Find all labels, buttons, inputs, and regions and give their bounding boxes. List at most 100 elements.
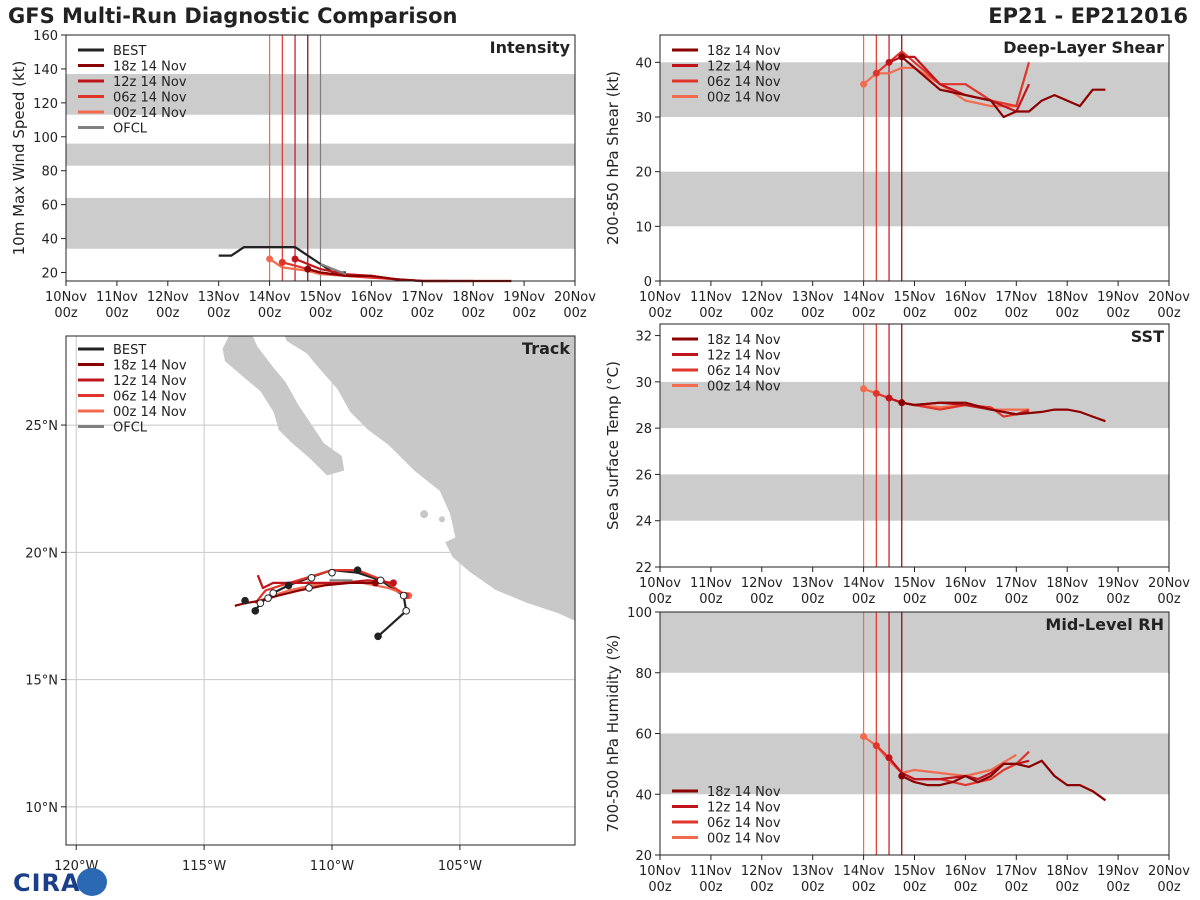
- rh-ytick-label: 40: [635, 788, 652, 803]
- shear-xtick-day: 12Nov: [741, 290, 783, 305]
- rh-xtick-day: 17Nov: [995, 864, 1037, 879]
- rh-ylabel: 700-500 hPa Humidity (%): [604, 634, 622, 832]
- cira-logo: CIRA: [5, 866, 109, 898]
- intensity-ytick-label: 40: [41, 233, 58, 248]
- shear-init-point-00z: [860, 80, 868, 88]
- track-best-point: [256, 599, 265, 608]
- sst-xtick-hour: 00z: [750, 592, 774, 607]
- sst-xtick-hour: 00z: [1106, 592, 1130, 607]
- sst-xtick-day: 20Nov: [1148, 576, 1190, 591]
- shear-xtick-day: 19Nov: [1097, 290, 1139, 305]
- rh-xtick-hour: 00z: [801, 880, 825, 895]
- sst-xtick-day: 15Nov: [894, 576, 936, 591]
- intensity-ytick-label: 100: [33, 131, 58, 146]
- intensity-xtick-day: 19Nov: [503, 290, 545, 305]
- rh-legend-label: 06z 14 Nov: [707, 816, 781, 831]
- intensity-ytick-label: 80: [41, 165, 58, 180]
- intensity-ytick-label: 20: [41, 267, 58, 282]
- rh-xtick-hour: 00z: [750, 880, 774, 895]
- sst-init-point-18z: [898, 399, 906, 407]
- intensity-legend-label: 06z 14 Nov: [113, 91, 187, 106]
- intensity-title: Intensity: [490, 38, 571, 57]
- track-ytick-label: 25°N: [25, 419, 58, 434]
- sst-plot-bg: [660, 324, 1169, 567]
- intensity-xtick-day: 20Nov: [554, 290, 596, 305]
- intensity-init-point-00z: [266, 255, 274, 263]
- sst-ylabel: Sea Surface Temp (°C): [604, 361, 622, 530]
- rh-xtick-day: 20Nov: [1148, 864, 1190, 879]
- sst-xtick-day: 12Nov: [741, 576, 783, 591]
- intensity-xtick-day: 13Nov: [198, 290, 240, 305]
- sst-xtick-hour: 00z: [1056, 592, 1080, 607]
- storm-id: EP21 - EP212016: [988, 4, 1188, 28]
- intensity-xtick-day: 16Nov: [350, 290, 392, 305]
- track-legend-label: 12z 14 Nov: [113, 374, 187, 389]
- intensity-legend-label: OFCL: [113, 122, 148, 137]
- track-land-mainland: [284, 336, 575, 622]
- rh-xtick-hour: 00z: [1157, 880, 1181, 895]
- sst-ytick-label: 32: [635, 330, 652, 345]
- sst-init-point-06z: [872, 389, 880, 397]
- track-best-point: [307, 573, 316, 582]
- track-best-point: [241, 596, 249, 605]
- intensity-ytick-label: 120: [33, 97, 58, 112]
- shear-init-point-18z: [898, 53, 906, 61]
- rh-xtick-day: 16Nov: [944, 864, 986, 879]
- shear-xtick-hour: 00z: [852, 306, 876, 321]
- shear-ytick-label: 20: [635, 166, 652, 181]
- track-xtick-label: 110°W: [310, 859, 354, 874]
- shear-title: Deep-Layer Shear: [1003, 38, 1164, 57]
- track-xtick-label: 105°W: [438, 859, 482, 874]
- shear-xtick-day: 18Nov: [1046, 290, 1088, 305]
- track-land-baja: [221, 336, 346, 477]
- logo-text: CIRA: [13, 869, 81, 897]
- shear-xtick-hour: 00z: [903, 306, 927, 321]
- intensity-legend-label: 18z 14 Nov: [113, 60, 187, 75]
- track-best-point: [305, 584, 313, 592]
- shear-xtick-hour: 00z: [954, 306, 978, 321]
- sst-xtick-hour: 00z: [1157, 592, 1181, 607]
- intensity-series-OFCL: [320, 262, 347, 276]
- sst-xtick-hour: 00z: [954, 592, 978, 607]
- intensity-xtick-hour: 00z: [563, 306, 587, 321]
- shear-xtick-hour: 00z: [1157, 306, 1181, 321]
- shear-xtick-hour: 00z: [1005, 306, 1029, 321]
- shear-series-18z: [901, 56, 1106, 119]
- rh-xtick-day: 10Nov: [639, 864, 681, 879]
- shear-ylabel: 200-850 hPa Shear (kt): [604, 71, 622, 245]
- sst-ytick-label: 22: [635, 561, 652, 576]
- track-island: [438, 516, 445, 523]
- track-best-point: [264, 594, 272, 602]
- sst-legend-label: 06z 14 Nov: [707, 364, 781, 379]
- sst-xtick-day: 10Nov: [639, 576, 681, 591]
- rh-xtick-hour: 00z: [1106, 880, 1130, 895]
- track-best-point: [399, 591, 408, 600]
- sst-xtick-day: 18Nov: [1046, 576, 1088, 591]
- track-xtick-label: 115°W: [182, 859, 226, 874]
- track-ytick-label: 20°N: [25, 546, 58, 561]
- intensity-xtick-hour: 00z: [54, 306, 78, 321]
- intensity-xtick-hour: 00z: [512, 306, 536, 321]
- shear-xtick-day: 20Nov: [1148, 290, 1190, 305]
- shear-band: [660, 62, 1169, 117]
- sst-ytick-label: 26: [635, 468, 652, 483]
- intensity-init-point-12z: [291, 255, 299, 263]
- rh-ytick-label: 20: [635, 849, 652, 864]
- shear-xtick-hour: 00z: [1106, 306, 1130, 321]
- sst-xtick-hour: 00z: [903, 592, 927, 607]
- intensity-xtick-hour: 00z: [309, 306, 333, 321]
- shear-xtick-day: 14Nov: [843, 290, 885, 305]
- track-best-point: [284, 581, 293, 590]
- track-map-layer: [66, 336, 575, 845]
- shear-init-point-06z: [872, 69, 880, 77]
- intensity-xtick-day: 18Nov: [452, 290, 494, 305]
- sst-xtick-day: 19Nov: [1097, 576, 1139, 591]
- rh-init-point-12z: [885, 754, 893, 762]
- shear-xtick-hour: 00z: [801, 306, 825, 321]
- rh-ytick-label: 80: [635, 667, 652, 682]
- sst-xtick-day: 17Nov: [995, 576, 1037, 591]
- sst-legend-label: 00z 14 Nov: [707, 380, 781, 395]
- shear-xtick-hour: 00z: [648, 306, 672, 321]
- shear-xtick-day: 15Nov: [894, 290, 936, 305]
